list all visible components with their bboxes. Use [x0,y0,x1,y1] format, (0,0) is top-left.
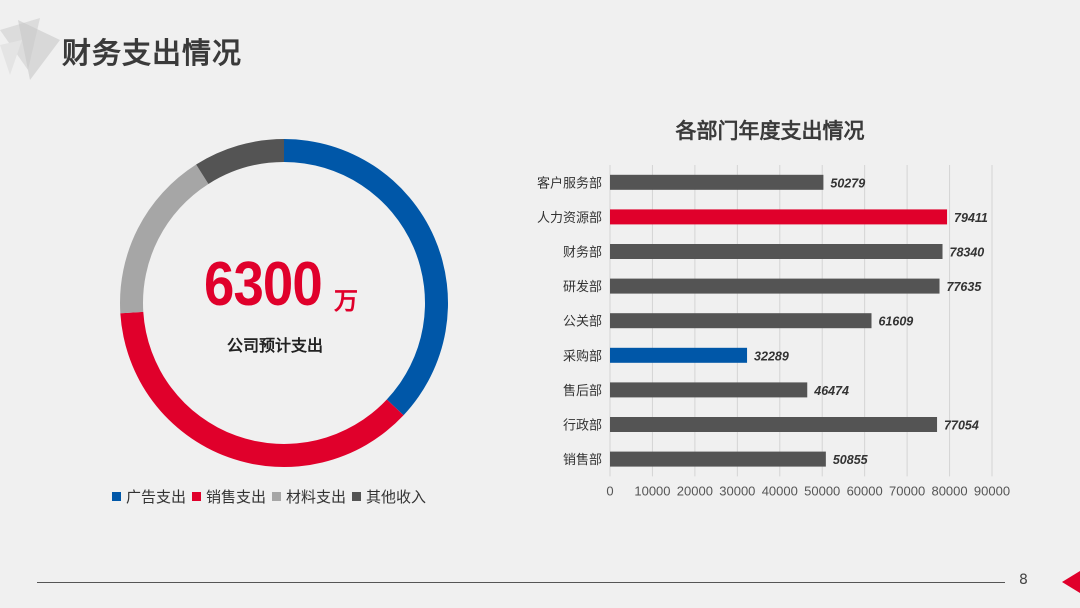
bar [610,244,943,259]
bar-value-label: 77635 [947,280,983,294]
bar-value-label: 50279 [830,176,865,190]
legend-item: 材料支出 [272,486,346,507]
bar [610,347,748,363]
page-title: 财务支出情况 [62,36,243,70]
donut-slice-0 [284,139,448,416]
bar [610,417,938,432]
x-tick-label: 10000 [634,483,670,498]
x-tick-label: 40000 [762,483,798,498]
donut-slice-2 [120,164,209,314]
legend-swatch [192,492,202,501]
donut-slice-1 [120,311,404,467]
bar [610,278,940,294]
legend-item: 销售支出 [192,486,266,507]
bar [610,174,824,190]
page-number: 8 [1019,572,1028,588]
category-label: 采购部 [563,348,602,364]
x-tick-label: 30000 [719,483,755,498]
bar [610,313,872,329]
x-tick-label: 60000 [847,483,883,498]
category-label: 行政部 [563,419,602,434]
footer-divider [37,582,1005,583]
x-tick-label: 90000 [974,483,1010,498]
x-tick-label: 0 [606,483,613,498]
bar-value-label: 32289 [754,349,789,363]
legend-label: 销售支出 [206,488,267,506]
bar-value-label: 61609 [878,315,913,329]
donut-center-value: 6300 [204,250,323,319]
bar-value-label: 77054 [944,419,979,433]
category-label: 客户服务部 [537,175,602,191]
bar [610,451,826,467]
corner-decoration [0,18,60,80]
legend-swatch [352,492,362,501]
category-label: 销售部 [563,452,602,468]
legend-label: 材料支出 [286,488,347,506]
donut-center-unit: 万 [334,287,358,315]
bar-value-label: 50855 [833,453,869,467]
x-tick-label: 80000 [931,483,967,498]
bar [610,209,948,225]
x-tick-label: 70000 [889,483,925,498]
donut-legend: 广告支出 销售支出 材料支出 其他收入 [112,486,432,507]
bar-value-label: 79411 [954,211,988,225]
legend-label: 广告支出 [126,488,187,506]
x-tick-label: 20000 [677,483,713,498]
legend-item: 其他收入 [352,486,426,507]
bar [610,382,808,398]
category-label: 财务部 [563,245,602,261]
bar-chart-title: 各部门年度支出情况 [675,119,865,143]
category-label: 研发部 [563,279,602,295]
category-label: 人力资源部 [537,211,602,226]
donut-slice-3 [196,139,284,184]
legend-item: 广告支出 [112,486,186,507]
legend-label: 其他收入 [366,488,427,506]
bar-value-label: 78340 [950,246,985,260]
legend-swatch [112,492,121,501]
bar-value-label: 46474 [813,384,849,398]
legend-swatch [272,492,282,501]
x-tick-label: 50000 [804,483,840,498]
category-label: 售后部 [563,383,602,399]
donut-center-label: 公司预计支出 [226,336,323,355]
category-label: 公关部 [563,315,602,330]
